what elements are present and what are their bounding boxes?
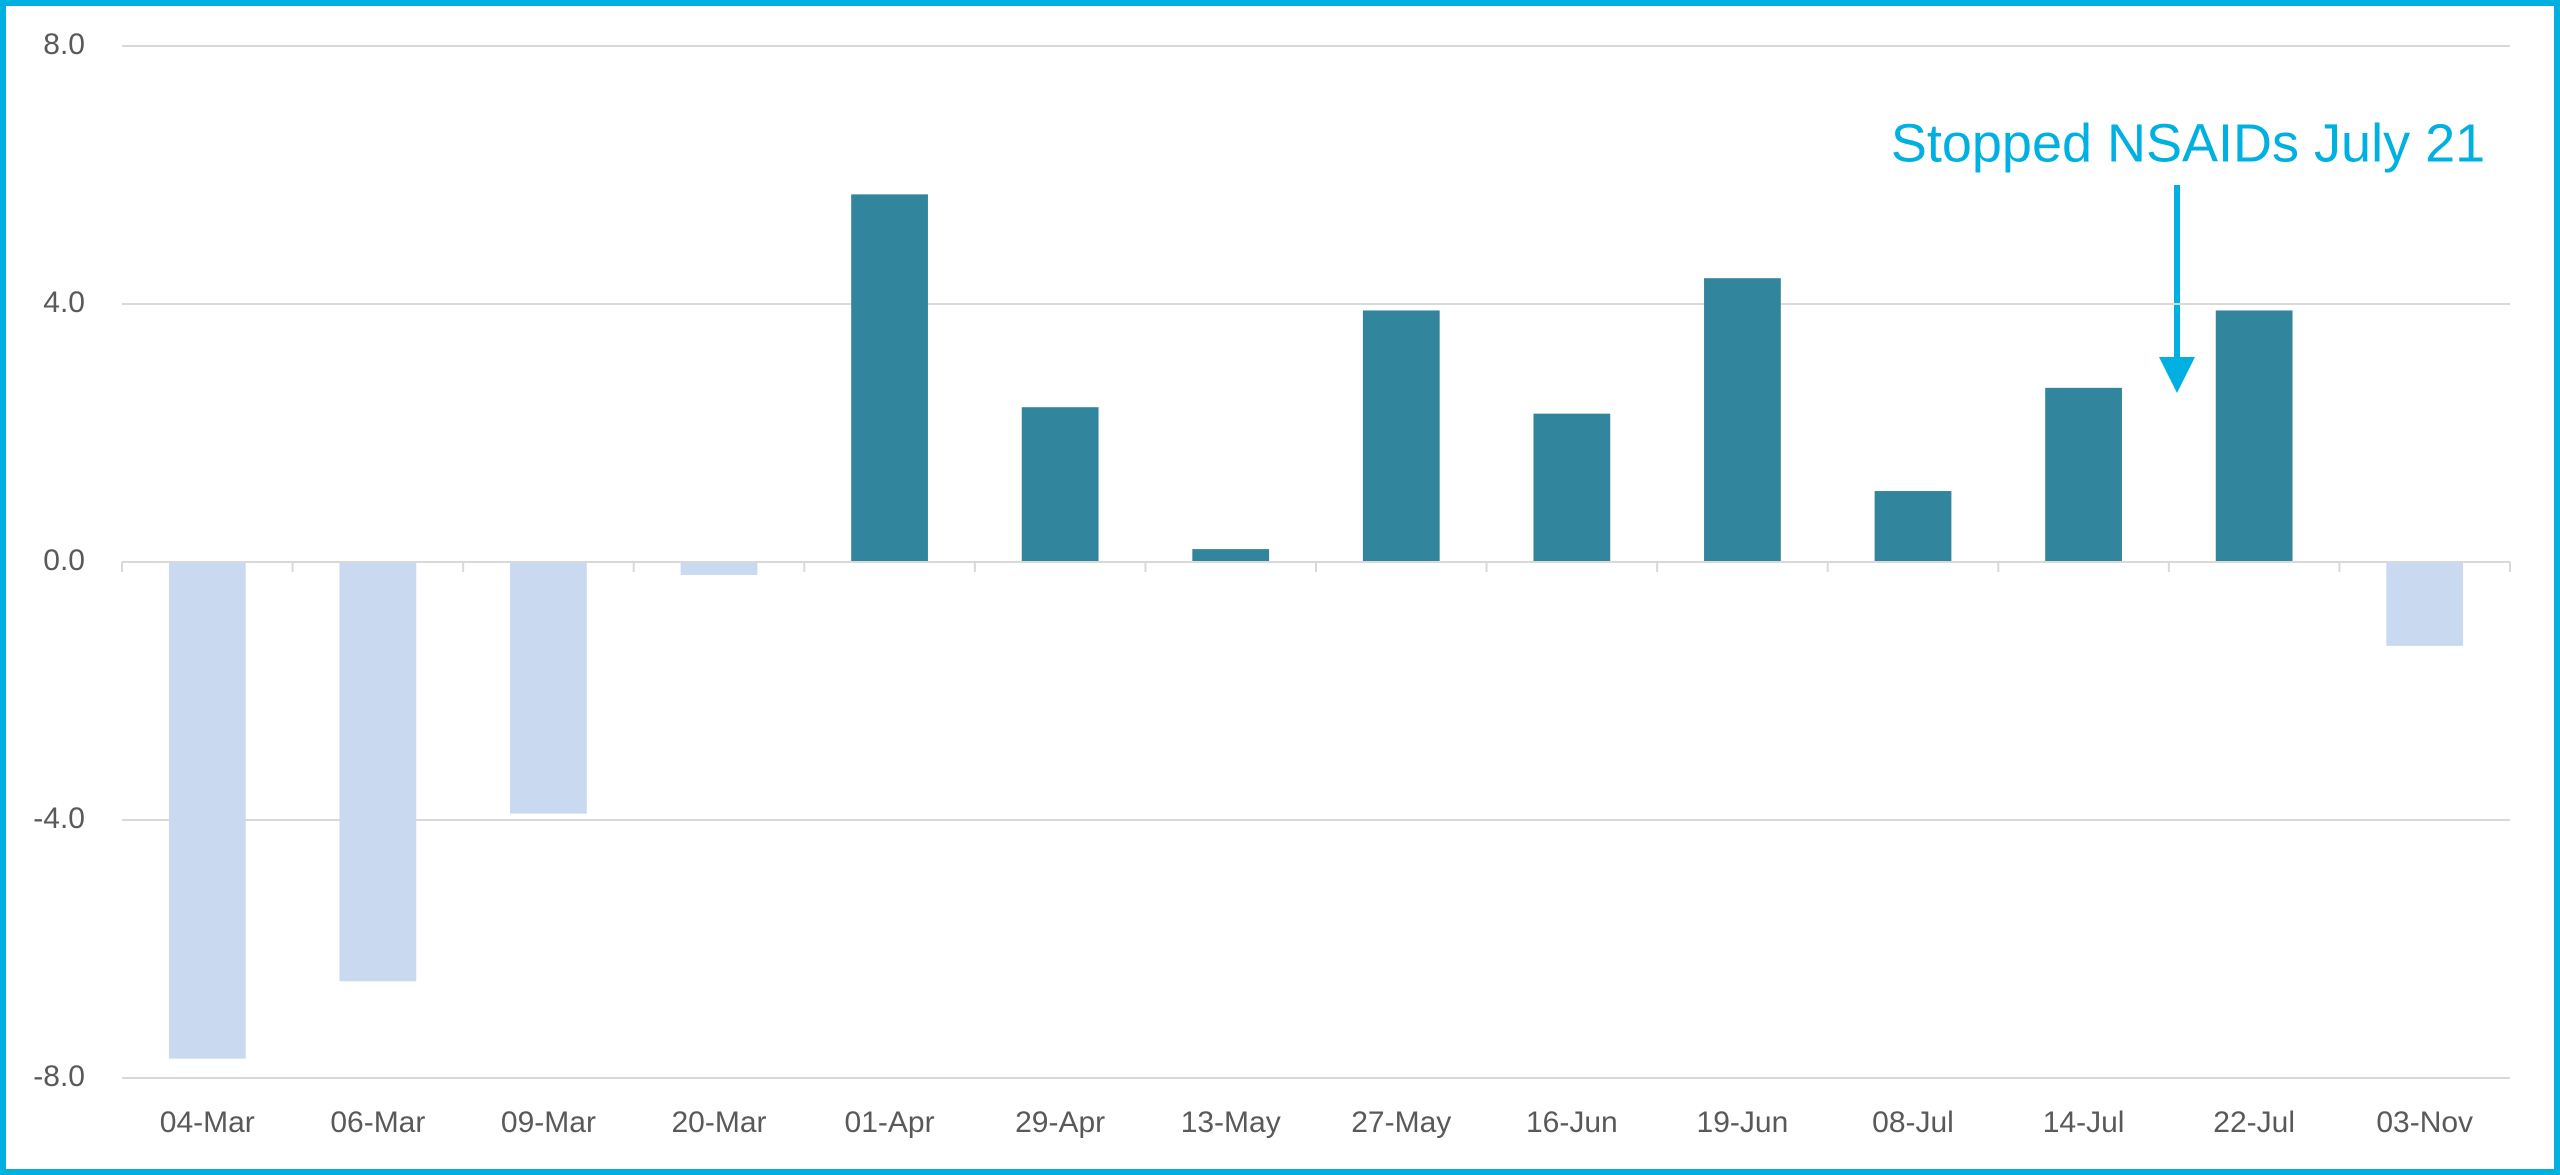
bar <box>2045 387 2122 562</box>
x-tick-label: 13-May <box>1181 1106 1281 1139</box>
bar <box>680 562 758 575</box>
x-tick-label: 03-Nov <box>2376 1106 2473 1139</box>
bar <box>339 562 417 982</box>
bar <box>851 194 928 562</box>
y-tick-label: 4.0 <box>43 286 85 319</box>
bar <box>2386 562 2464 646</box>
x-tick-label: 27-May <box>1351 1106 1451 1139</box>
x-tick-label: 16-Jun <box>1526 1106 1618 1139</box>
x-tick-label: 20-Mar <box>671 1106 766 1139</box>
x-tick-label: 09-Mar <box>501 1106 596 1139</box>
x-tick-label: 29-Apr <box>1015 1106 1105 1139</box>
x-tick-label: 06-Mar <box>330 1106 425 1139</box>
x-tick-label: 01-Apr <box>845 1106 935 1139</box>
bar <box>1362 310 1440 562</box>
x-tick-label: 19-Jun <box>1697 1106 1789 1139</box>
bar <box>168 562 246 1059</box>
bar <box>1704 278 1781 562</box>
y-tick-label: 0.0 <box>43 544 85 577</box>
bar <box>1192 549 1270 562</box>
x-tick-label: 22-Jul <box>2213 1106 2295 1139</box>
annotation: Stopped NSAIDs July 21 <box>1891 113 2485 173</box>
y-tick-label: 8.0 <box>43 28 85 61</box>
bar <box>1021 407 1099 562</box>
y-tick-label: -8.0 <box>33 1060 85 1093</box>
x-tick-label: 04-Mar <box>160 1106 255 1139</box>
bar <box>510 562 587 814</box>
y-tick-label: -4.0 <box>33 802 85 835</box>
x-tick-label: 08-Jul <box>1872 1106 1954 1139</box>
bar <box>1533 413 1611 562</box>
x-tick-label: 14-Jul <box>2043 1106 2125 1139</box>
bar <box>2215 310 2293 562</box>
bar <box>1874 491 1952 562</box>
